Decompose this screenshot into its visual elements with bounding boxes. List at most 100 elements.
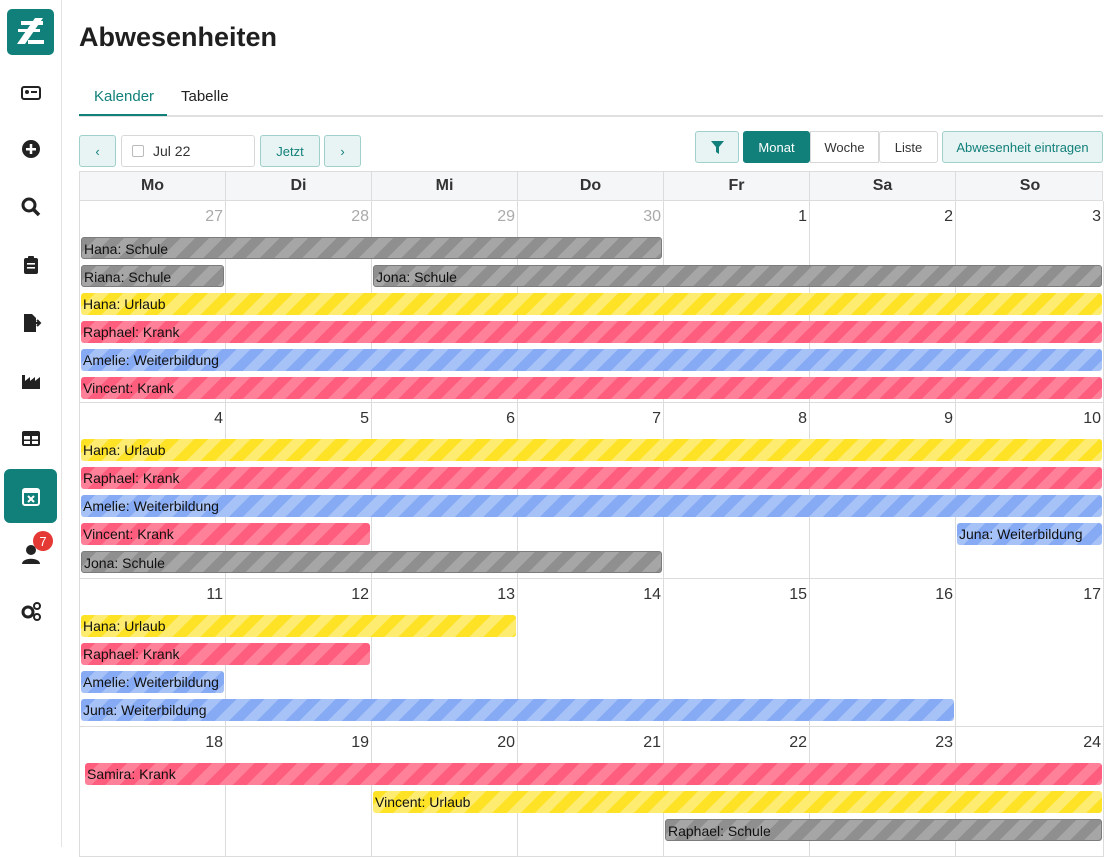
absence-event[interactable]: Amelie: Weiterbildung <box>81 495 1102 517</box>
view-month-button[interactable]: Monat <box>743 131 810 163</box>
day-number[interactable]: 29 <box>497 208 515 225</box>
day-cell[interactable]: 10 <box>956 403 1104 579</box>
absence-event[interactable]: Juna: Weiterbildung <box>81 699 954 721</box>
clipboard-icon <box>23 256 38 274</box>
filter-icon <box>710 140 724 154</box>
day-cell[interactable]: 14 <box>518 579 664 727</box>
absence-event[interactable]: Vincent: Krank <box>81 377 1102 399</box>
next-month-button[interactable]: › <box>324 135 361 167</box>
today-button[interactable]: Jetzt <box>260 135 320 167</box>
day-number[interactable]: 24 <box>1083 734 1101 751</box>
weekday-fr: Fr <box>664 172 810 200</box>
day-cell[interactable]: 4 <box>80 403 226 579</box>
day-number[interactable]: 5 <box>360 410 369 427</box>
weekday-header: Mo Di Mi Do Fr Sa So <box>79 171 1103 201</box>
sidebar-item-id-card[interactable] <box>4 66 57 120</box>
absence-event[interactable]: Amelie: Weiterbildung <box>81 349 1102 371</box>
filter-button[interactable] <box>695 131 739 163</box>
day-number[interactable]: 20 <box>497 734 515 751</box>
day-number[interactable]: 7 <box>652 410 661 427</box>
day-number[interactable]: 21 <box>643 734 661 751</box>
absence-event[interactable]: Amelie: Weiterbildung <box>81 671 224 693</box>
sidebar-item-search[interactable] <box>4 180 57 234</box>
sidebar-item-file-export[interactable] <box>4 296 57 350</box>
day-number[interactable]: 15 <box>789 586 807 603</box>
day-number[interactable]: 9 <box>944 410 953 427</box>
day-cell[interactable]: 3 <box>956 201 1104 403</box>
logo-icon[interactable] <box>7 9 54 55</box>
absence-event[interactable]: Raphael: Schule <box>665 819 1102 841</box>
absence-event[interactable]: Juna: Weiterbildung <box>957 523 1102 545</box>
day-cell[interactable]: 18 <box>80 727 226 857</box>
absence-event[interactable]: Hana: Urlaub <box>81 615 516 637</box>
day-number[interactable]: 22 <box>789 734 807 751</box>
day-number[interactable]: 2 <box>944 208 953 225</box>
day-number[interactable]: 4 <box>214 410 223 427</box>
sidebar-item-calendar-x[interactable] <box>4 469 57 523</box>
sidebar: 7 <box>0 0 62 847</box>
sidebar-item-clipboard[interactable] <box>4 238 57 292</box>
day-cell[interactable]: 5 <box>226 403 372 579</box>
absence-event[interactable]: Hana: Urlaub <box>81 293 1102 315</box>
week-row: 11 12 13 14 15 16 17 Hana: Urlaub Raphael: Krank… <box>79 579 1104 727</box>
view-list-button[interactable]: Liste <box>879 131 938 163</box>
notification-badge: 7 <box>33 531 53 551</box>
absence-event[interactable]: Vincent: Krank <box>81 523 370 545</box>
day-cell[interactable]: 12 <box>226 579 372 727</box>
day-number[interactable]: 16 <box>935 586 953 603</box>
add-absence-button[interactable]: Abwesenheit eintragen <box>942 131 1103 163</box>
day-number[interactable]: 6 <box>506 410 515 427</box>
sidebar-item-factory[interactable] <box>4 353 57 407</box>
prev-month-button[interactable]: ‹ <box>79 135 116 167</box>
day-number[interactable]: 28 <box>351 208 369 225</box>
day-number[interactable]: 11 <box>206 586 223 603</box>
sidebar-item-gears[interactable] <box>4 584 57 638</box>
day-number[interactable]: 17 <box>1083 586 1101 603</box>
day-cell[interactable]: 16 <box>810 579 956 727</box>
calendar-x-icon <box>21 488 40 506</box>
absence-event[interactable]: Hana: Urlaub <box>81 439 1102 461</box>
day-number[interactable]: 10 <box>1083 410 1101 427</box>
day-cell[interactable]: 17 <box>956 579 1104 727</box>
sidebar-item-table[interactable] <box>4 411 57 465</box>
day-number[interactable]: 14 <box>643 586 661 603</box>
page-title: Abwesenheiten <box>79 22 278 52</box>
tab-kalender[interactable]: Kalender <box>94 88 155 105</box>
day-number[interactable]: 13 <box>497 586 515 603</box>
absence-event[interactable]: Raphael: Krank <box>81 643 370 665</box>
weekday-mo: Mo <box>80 172 226 200</box>
sidebar-item-plus-circle[interactable] <box>4 122 57 176</box>
absence-event[interactable]: Vincent: Urlaub <box>373 791 1102 813</box>
day-cell[interactable]: 9 <box>810 403 956 579</box>
absence-event[interactable]: Samira: Krank <box>85 763 1102 785</box>
day-cell[interactable]: 6 <box>372 403 518 579</box>
view-week-button[interactable]: Woche <box>810 131 879 163</box>
absence-event[interactable]: Jona: Schule <box>373 265 1102 287</box>
day-number[interactable]: 3 <box>1092 208 1101 225</box>
day-number[interactable]: 19 <box>351 734 369 751</box>
day-number[interactable]: 27 <box>205 208 223 225</box>
day-number[interactable]: 12 <box>351 586 369 603</box>
day-cell[interactable]: 7 <box>518 403 664 579</box>
day-number[interactable]: 1 <box>798 208 807 225</box>
day-cell[interactable]: 24 <box>956 727 1104 857</box>
tab-tabelle[interactable]: Tabelle <box>181 88 229 105</box>
table-icon <box>21 431 40 446</box>
absence-event[interactable]: Riana: Schule <box>81 265 224 287</box>
day-number[interactable]: 23 <box>935 734 953 751</box>
absence-event[interactable]: Raphael: Krank <box>81 467 1102 489</box>
day-number[interactable]: 18 <box>205 734 223 751</box>
day-cell[interactable]: 13 <box>372 579 518 727</box>
day-number[interactable]: 30 <box>643 208 661 225</box>
day-cell[interactable]: 19 <box>226 727 372 857</box>
date-picker[interactable]: Jul 22 <box>121 135 255 167</box>
factory-icon <box>21 375 40 389</box>
absence-event[interactable]: Jona: Schule <box>81 551 662 573</box>
absence-event[interactable]: Hana: Schule <box>81 237 662 259</box>
sidebar-item-user[interactable] <box>4 527 57 581</box>
week-row: 4 5 6 7 8 9 10 Hana: Urlaub Raphael: Krank Amelie… <box>79 403 1104 579</box>
day-cell[interactable]: 8 <box>664 403 810 579</box>
day-number[interactable]: 8 <box>798 410 807 427</box>
day-cell[interactable]: 15 <box>664 579 810 727</box>
absence-event[interactable]: Raphael: Krank <box>81 321 1102 343</box>
